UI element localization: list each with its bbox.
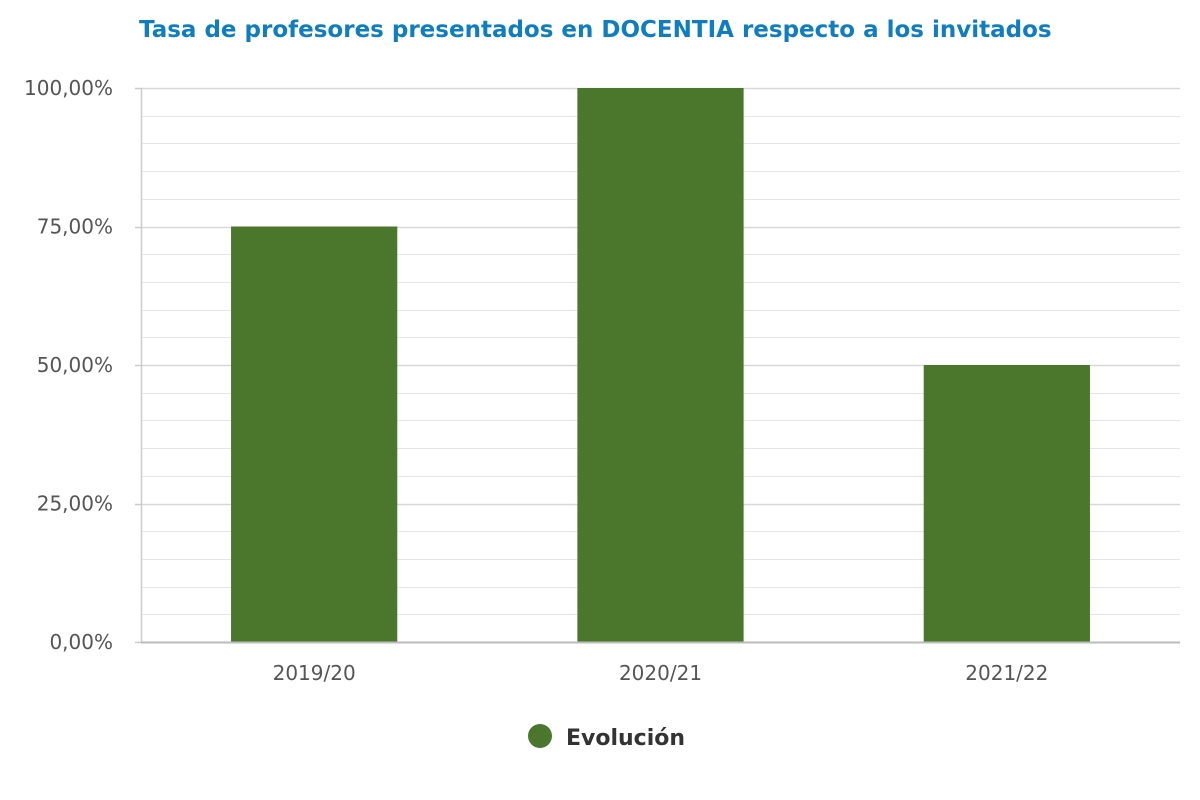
bar[interactable] [231,226,398,643]
x-axis: 2019/20 2020/21 2021/22 [141,641,1180,685]
x-tick-label: 2020/21 [619,661,702,685]
x-tick-label: 2021/22 [965,661,1048,685]
bars [231,88,1090,642]
legend[interactable]: Evolución [528,724,685,751]
y-tick-label: 25,00% [37,492,113,516]
y-axis: 0,00% 25,00% 50,00% 75,00% 100,00% [24,76,143,654]
y-tick-label: 100,00% [24,76,113,100]
y-tick-label: 75,00% [37,215,113,239]
bar[interactable] [923,365,1090,642]
x-tick-label: 2019/20 [273,661,356,685]
legend-marker[interactable] [528,724,552,748]
bar[interactable] [577,88,744,642]
y-tick-label: 0,00% [49,630,113,654]
y-tick-label: 50,00% [37,353,113,377]
legend-label[interactable]: Evolución [566,726,685,751]
chart-title: Tasa de profesores presentados en DOCENT… [139,17,1052,43]
